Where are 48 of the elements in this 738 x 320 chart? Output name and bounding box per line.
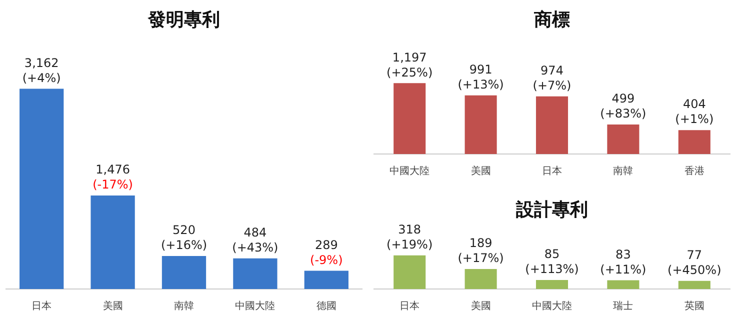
bar xyxy=(464,269,497,289)
bar xyxy=(607,280,640,289)
x-tick-label: 瑞士 xyxy=(613,300,634,312)
x-tick-label: 美國 xyxy=(470,300,491,312)
x-tick-label: 日本 xyxy=(542,164,562,177)
chart-title: 發明專利 xyxy=(147,9,220,30)
bar xyxy=(536,280,568,289)
x-tick-label: 香港 xyxy=(684,164,704,177)
bar xyxy=(20,88,64,289)
data-label: 77 (+450%) xyxy=(668,248,722,277)
data-label: 520 (+16%) xyxy=(160,223,208,252)
data-label: 1,476 (-17%) xyxy=(92,162,133,192)
bar xyxy=(464,95,497,154)
x-tick-label: 日本 xyxy=(400,300,420,312)
x-tick-label: 南韓 xyxy=(174,300,194,312)
data-label: 499 (+83%) xyxy=(600,92,646,121)
data-label: 484 (+43%) xyxy=(232,225,278,254)
data-label: 318 (+19%) xyxy=(386,222,433,252)
data-label: 974 (+7%) xyxy=(532,63,572,92)
x-tick-label: 美國 xyxy=(470,164,491,177)
bar xyxy=(304,270,348,289)
data-label: 3,162 (+4%) xyxy=(22,56,61,85)
chart-title: 商標 xyxy=(533,9,570,30)
bar xyxy=(607,124,640,154)
bar xyxy=(162,256,206,289)
data-label: 189 (+17%) xyxy=(458,236,504,266)
data-label: 404 (+1%) xyxy=(675,97,714,126)
data-label: 83 (+11%) xyxy=(600,247,646,276)
x-tick-label: 南韓 xyxy=(613,164,634,177)
bar xyxy=(678,130,710,154)
x-tick-label: 中國大陸 xyxy=(235,300,276,312)
data-label: 991 (+13%) xyxy=(458,62,504,92)
bar xyxy=(678,280,710,289)
x-tick-label: 美國 xyxy=(102,300,123,312)
x-tick-label: 德國 xyxy=(316,300,336,312)
x-tick-label: 日本 xyxy=(32,300,52,312)
x-tick-label: 中國大陸 xyxy=(532,300,572,312)
x-tick-label: 中國大陸 xyxy=(390,164,430,177)
bar xyxy=(90,195,135,289)
bar xyxy=(233,258,278,289)
chart-title: 設計專利 xyxy=(515,199,588,220)
x-tick-label: 英國 xyxy=(684,300,704,312)
bar xyxy=(394,83,426,154)
data-label: 85 (+113%) xyxy=(525,247,579,276)
data-label: 1,197 (+25%) xyxy=(386,50,433,80)
data-label: 289 (-9%) xyxy=(310,238,343,267)
bar xyxy=(394,255,426,289)
bar xyxy=(536,96,568,154)
